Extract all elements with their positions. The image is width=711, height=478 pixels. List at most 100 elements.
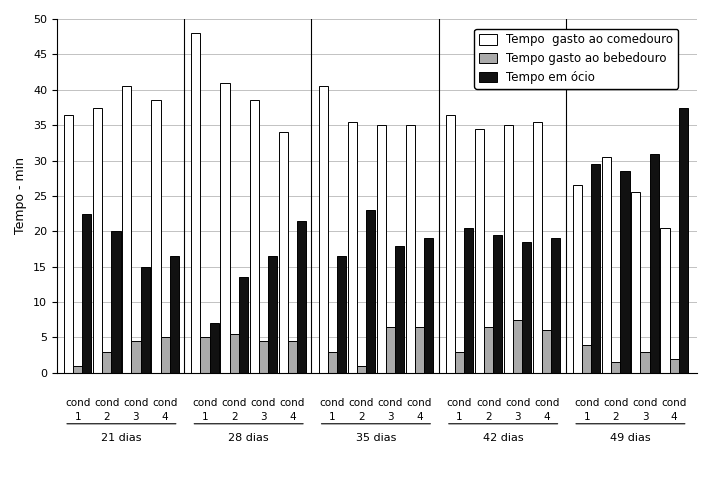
Text: cond: cond [348, 398, 374, 408]
Bar [132, 341, 141, 373]
Bar [319, 87, 328, 373]
Bar [279, 132, 288, 373]
Text: 1: 1 [456, 412, 463, 422]
Bar [82, 214, 92, 373]
Bar [406, 125, 415, 373]
Bar [533, 122, 542, 373]
Text: 28 dias: 28 dias [228, 433, 269, 443]
Bar [102, 352, 112, 373]
Text: 1: 1 [202, 412, 208, 422]
Text: cond: cond [476, 398, 501, 408]
Bar [621, 171, 629, 373]
Text: cond: cond [378, 398, 403, 408]
Text: 2: 2 [486, 412, 492, 422]
Text: 4: 4 [289, 412, 296, 422]
Bar [377, 125, 386, 373]
Bar [542, 330, 551, 373]
Text: 3: 3 [514, 412, 521, 422]
Bar [250, 100, 259, 373]
Bar [484, 327, 493, 373]
Bar [366, 210, 375, 373]
Bar [141, 267, 149, 373]
Bar [602, 157, 611, 373]
Bar [475, 129, 484, 373]
Bar [504, 125, 513, 373]
Bar [661, 228, 670, 373]
Text: cond: cond [574, 398, 599, 408]
Text: 1: 1 [584, 412, 590, 422]
Text: 4: 4 [670, 412, 678, 422]
Text: cond: cond [534, 398, 560, 408]
Text: cond: cond [279, 398, 305, 408]
Bar [573, 185, 582, 373]
Bar [73, 366, 82, 373]
Text: cond: cond [193, 398, 218, 408]
Bar [64, 115, 73, 373]
Text: 49 dias: 49 dias [610, 433, 651, 443]
Bar [112, 231, 120, 373]
Bar [455, 352, 464, 373]
Text: cond: cond [661, 398, 687, 408]
Bar [239, 277, 247, 373]
Bar [161, 337, 170, 373]
Text: 3: 3 [260, 412, 267, 422]
Bar [611, 362, 621, 373]
Bar [328, 352, 337, 373]
Bar [513, 320, 523, 373]
Bar [259, 341, 268, 373]
Text: cond: cond [94, 398, 119, 408]
Bar [191, 33, 201, 373]
Text: 4: 4 [543, 412, 550, 422]
Text: cond: cond [407, 398, 432, 408]
Text: cond: cond [65, 398, 90, 408]
Bar [493, 235, 502, 373]
Bar [268, 256, 277, 373]
Bar [464, 228, 474, 373]
Text: 2: 2 [104, 412, 110, 422]
Bar [670, 358, 678, 373]
Text: cond: cond [447, 398, 472, 408]
Text: cond: cond [123, 398, 149, 408]
Text: 4: 4 [416, 412, 423, 422]
Text: cond: cond [221, 398, 247, 408]
Bar [220, 83, 230, 373]
Bar [296, 221, 306, 373]
Text: 42 dias: 42 dias [483, 433, 523, 443]
Bar [592, 164, 600, 373]
Text: 3: 3 [133, 412, 139, 422]
Bar [93, 108, 102, 373]
Bar [230, 334, 239, 373]
Text: cond: cond [632, 398, 658, 408]
Bar [151, 100, 161, 373]
Bar [678, 108, 688, 373]
Text: 2: 2 [231, 412, 237, 422]
Text: 2: 2 [358, 412, 365, 422]
Text: 1: 1 [75, 412, 81, 422]
Text: cond: cond [320, 398, 345, 408]
Bar [650, 153, 658, 373]
Text: 3: 3 [387, 412, 394, 422]
Bar [631, 193, 641, 373]
Bar [551, 239, 560, 373]
Bar [288, 341, 296, 373]
Bar [122, 87, 132, 373]
Bar [446, 115, 455, 373]
Bar [424, 239, 433, 373]
Text: 4: 4 [161, 412, 169, 422]
Bar [415, 327, 424, 373]
Bar [348, 122, 357, 373]
Text: 1: 1 [329, 412, 336, 422]
Y-axis label: Tempo - min: Tempo - min [14, 157, 28, 235]
Text: 35 dias: 35 dias [356, 433, 396, 443]
Bar [641, 352, 650, 373]
Bar [395, 246, 404, 373]
Bar [357, 366, 366, 373]
Text: 21 dias: 21 dias [101, 433, 141, 443]
Bar [582, 345, 592, 373]
Bar [201, 337, 210, 373]
Bar [386, 327, 395, 373]
Text: 2: 2 [613, 412, 619, 422]
Text: cond: cond [505, 398, 530, 408]
Bar [523, 242, 531, 373]
Bar [210, 323, 219, 373]
